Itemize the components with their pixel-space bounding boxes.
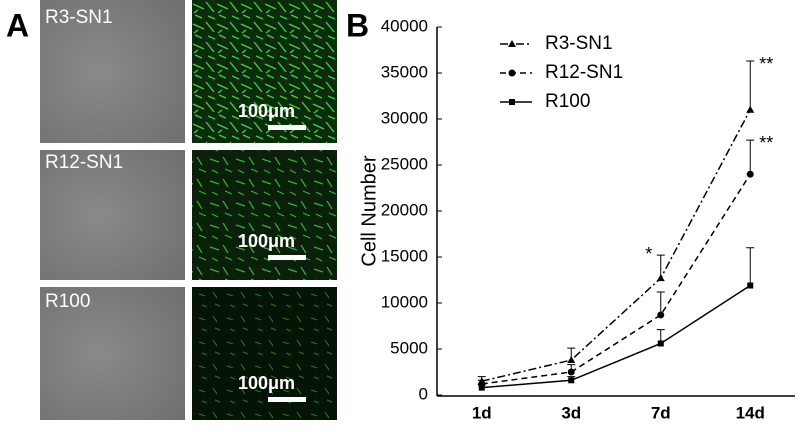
legend-marker (508, 40, 516, 47)
legend-label: R12-SN1 (545, 62, 623, 83)
y-tick-label: 5000 (390, 338, 428, 357)
scale-bar (268, 255, 306, 260)
scale-label: 100μm (238, 373, 295, 393)
panel-label: B (346, 7, 369, 43)
fluorescence-image (192, 150, 337, 280)
panel-label: A (6, 7, 29, 43)
marker (567, 356, 576, 364)
y-tick-label: 0 (419, 384, 428, 403)
error-bar (746, 139, 755, 175)
marker (746, 105, 755, 113)
x-tick-label: 3d (561, 403, 581, 422)
image-label: R100 (45, 291, 90, 312)
fluorescence-image (192, 0, 337, 143)
brightfield-image (40, 150, 185, 280)
series-line (481, 284, 751, 389)
error-bar (746, 60, 755, 110)
marker (747, 282, 754, 289)
scale-label: 100μm (238, 231, 295, 251)
marker (657, 340, 664, 347)
y-tick-label: 15000 (381, 246, 428, 265)
brightfield-image (40, 287, 185, 420)
significance: ** (759, 133, 773, 153)
y-tick-label: 20000 (381, 200, 428, 219)
legend-marker (508, 69, 516, 77)
marker (567, 368, 575, 376)
scale-bar (268, 125, 306, 130)
significance: ** (759, 54, 773, 74)
scale-bar (268, 397, 306, 402)
y-tick-label: 10000 (381, 292, 428, 311)
series-line (481, 173, 751, 385)
fluorescence-image (192, 287, 337, 420)
error-bar (746, 247, 755, 286)
image-label: R12-SN1 (45, 152, 123, 173)
marker (746, 170, 754, 178)
marker (656, 274, 665, 282)
brightfield-image (40, 0, 185, 143)
marker (657, 311, 665, 319)
series-line (481, 109, 751, 382)
x-tick-label: 1d (472, 403, 492, 422)
y-tick-label: 30000 (381, 108, 428, 127)
y-axis-label: Cell Number (358, 155, 380, 266)
scale-label: 100μm (238, 101, 295, 121)
legend-marker (509, 99, 515, 105)
legend-label: R100 (545, 91, 590, 112)
y-tick-label: 35000 (381, 62, 428, 81)
legend-label: R3-SN1 (545, 33, 613, 54)
y-tick-label: 25000 (381, 154, 428, 173)
x-tick-label: 14d (736, 403, 765, 422)
error-bar (656, 291, 665, 315)
marker (478, 384, 485, 391)
image-label: R3-SN1 (45, 7, 113, 28)
marker (568, 377, 575, 384)
significance: * (645, 244, 652, 264)
y-tick-label: 40000 (381, 16, 428, 35)
x-tick-label: 7d (651, 403, 671, 422)
